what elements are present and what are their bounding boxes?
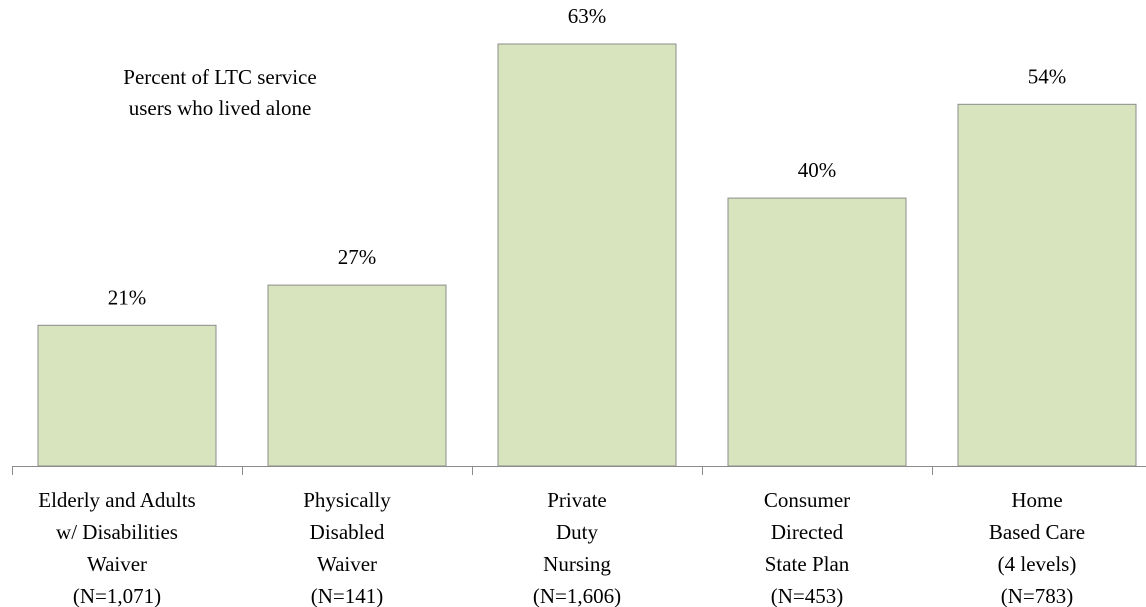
bar-2 (267, 284, 447, 467)
bar-4 (727, 197, 907, 467)
value-label-3: 63% (568, 4, 607, 28)
value-label-4: 40% (798, 158, 837, 182)
bar-5 (957, 103, 1137, 467)
bar-1 (37, 324, 217, 467)
bar-3 (497, 43, 677, 467)
value-label-2: 27% (338, 245, 377, 269)
category-label-5: Home Based Care (4 levels) (N=783) (989, 488, 1085, 607)
value-label-1: 21% (108, 285, 147, 309)
value-label-5: 54% (1028, 64, 1067, 88)
category-label-4: Consumer Directed State Plan (N=453) (764, 488, 850, 607)
category-label-3: Private Duty Nursing (N=1,606) (533, 488, 621, 607)
category-label-1: Elderly and Adults w/ Disabilities Waiver(… (38, 488, 195, 607)
chart-title: Percent of LTC service users who lived a… (123, 65, 317, 120)
category-label-2: Physically Disabled Waiver (N=141) (303, 488, 391, 607)
